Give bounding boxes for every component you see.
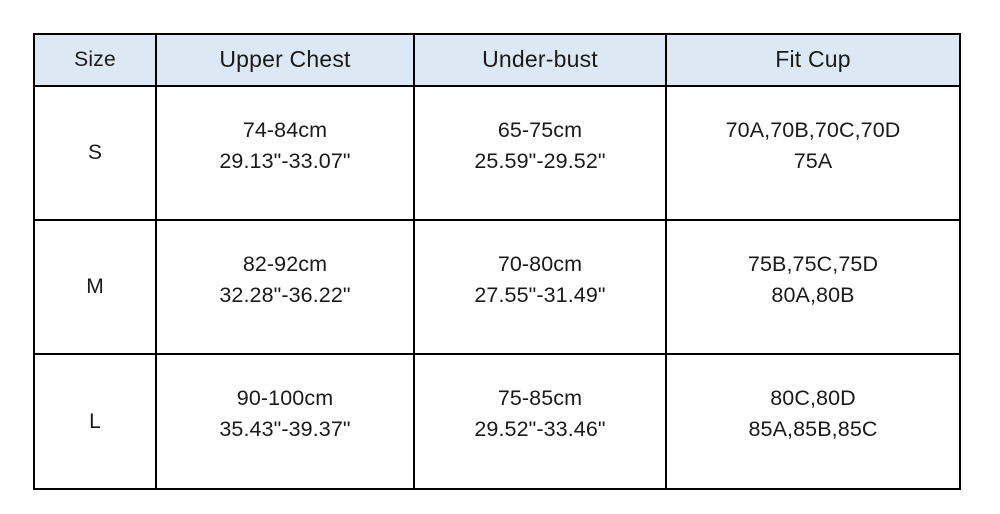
value-line-cm: 82-92cm xyxy=(242,252,328,276)
value-line-inch: 27.55"-31.49" xyxy=(474,282,606,307)
column-header-fit-cup: Fit Cup xyxy=(665,33,961,87)
value-line-inch: 29.52"-33.46" xyxy=(474,416,606,441)
value-line-cups-primary: 70A,70B,70C,70D xyxy=(725,118,901,142)
table-header: Size Upper Chest Under-bust Fit Cup xyxy=(33,33,961,87)
value-line-cups-secondary: 80A,80B xyxy=(771,282,855,307)
cell-fit-cup: 75B,75C,75D 80A,80B xyxy=(665,219,961,355)
value-line-cm: 70-80cm xyxy=(497,252,583,276)
value-line-cm: 65-75cm xyxy=(497,118,583,142)
value-line-cm: 74-84cm xyxy=(242,118,328,142)
value-line-cups-primary: 80C,80D xyxy=(770,386,856,410)
value-line-cups-primary: 75B,75C,75D xyxy=(747,252,879,276)
cell-fit-cup: 80C,80D 85A,85B,85C xyxy=(665,353,961,490)
value-line-inch: 29.13"-33.07" xyxy=(219,148,351,173)
value-stack: 70-80cm 27.55"-31.49" xyxy=(415,221,665,306)
value-stack: 90-100cm 35.43"-39.37" xyxy=(157,355,413,440)
value-line-inch: 35.43"-39.37" xyxy=(219,416,351,441)
cell-under-bust: 75-85cm 29.52"-33.46" xyxy=(413,353,667,490)
value-stack: 75-85cm 29.52"-33.46" xyxy=(415,355,665,440)
value-line-inch: 32.28"-36.22" xyxy=(219,282,351,307)
cell-upper-chest: 82-92cm 32.28"-36.22" xyxy=(155,219,415,355)
table-row: L 90-100cm 35.43"-39.37" 75-85cm 29.52"-… xyxy=(33,353,961,490)
cell-size: S xyxy=(33,85,157,221)
cell-size: M xyxy=(33,219,157,355)
column-header-upper-chest: Upper Chest xyxy=(155,33,415,87)
table-body: S 74-84cm 29.13"-33.07" 65-75cm 25.59"-2… xyxy=(33,85,961,490)
value-line-cups-secondary: 75A xyxy=(793,148,833,173)
cell-fit-cup: 70A,70B,70C,70D 75A xyxy=(665,85,961,221)
cell-size: L xyxy=(33,353,157,490)
value-stack: 80C,80D 85A,85B,85C xyxy=(667,355,959,440)
value-stack: 75B,75C,75D 80A,80B xyxy=(667,221,959,306)
column-header-size: Size xyxy=(33,33,157,87)
cell-upper-chest: 90-100cm 35.43"-39.37" xyxy=(155,353,415,490)
header-row: Size Upper Chest Under-bust Fit Cup xyxy=(33,33,961,87)
value-stack: 82-92cm 32.28"-36.22" xyxy=(157,221,413,306)
value-line-cm: 75-85cm xyxy=(497,386,583,410)
cell-upper-chest: 74-84cm 29.13"-33.07" xyxy=(155,85,415,221)
value-stack: 65-75cm 25.59"-29.52" xyxy=(415,87,665,172)
value-line-cups-secondary: 85A,85B,85C xyxy=(748,416,878,441)
size-chart-table: Size Upper Chest Under-bust Fit Cup S 74… xyxy=(33,33,961,490)
value-stack: 70A,70B,70C,70D 75A xyxy=(667,87,959,172)
cell-under-bust: 65-75cm 25.59"-29.52" xyxy=(413,85,667,221)
table-row: M 82-92cm 32.28"-36.22" 70-80cm 27.55"-3… xyxy=(33,219,961,355)
value-stack: 74-84cm 29.13"-33.07" xyxy=(157,87,413,172)
column-header-under-bust: Under-bust xyxy=(413,33,667,87)
value-line-inch: 25.59"-29.52" xyxy=(474,148,606,173)
value-line-cm: 90-100cm xyxy=(236,386,334,410)
cell-under-bust: 70-80cm 27.55"-31.49" xyxy=(413,219,667,355)
table-row: S 74-84cm 29.13"-33.07" 65-75cm 25.59"-2… xyxy=(33,85,961,221)
